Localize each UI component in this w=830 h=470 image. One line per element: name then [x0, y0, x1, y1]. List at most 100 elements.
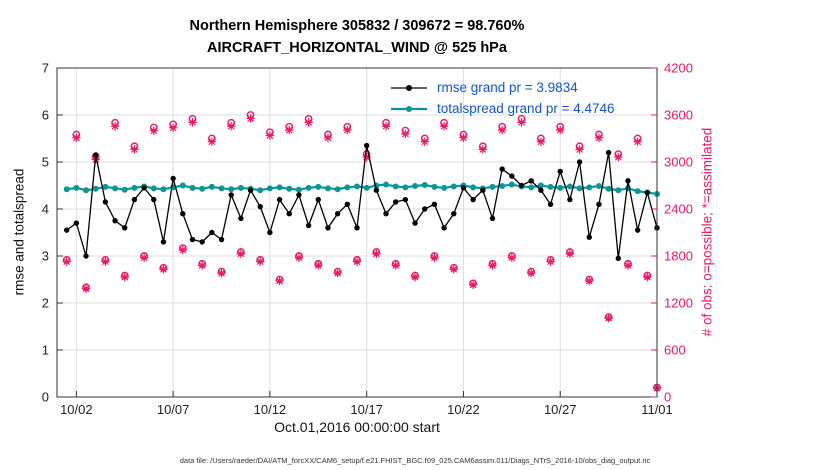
totalspread-marker	[528, 184, 535, 191]
rmse-marker	[180, 211, 186, 217]
obs-assimilated-marker	[207, 137, 217, 146]
rmse-marker	[257, 203, 263, 210]
rmse-marker	[518, 182, 525, 189]
rmse-marker	[199, 239, 205, 245]
rmse-marker	[238, 215, 244, 222]
obs-assimilated-marker	[526, 269, 536, 278]
x-tick-label: 10/17	[350, 402, 383, 417]
obs-assimilated-marker	[139, 253, 149, 262]
totalspread-marker	[383, 181, 390, 188]
obs-assimilated-marker	[401, 129, 410, 139]
rmse-marker	[63, 227, 70, 233]
totalspread-marker	[83, 187, 90, 194]
rmse-marker	[122, 225, 128, 231]
rmse-marker	[102, 199, 109, 205]
x-tick-label: 10/27	[544, 402, 577, 417]
rmse-marker	[228, 192, 234, 198]
totalspread-marker	[586, 184, 593, 191]
totalspread-marker	[179, 182, 186, 189]
rmse-marker	[112, 218, 118, 224]
totalspread-marker	[499, 182, 506, 189]
rmse-marker	[509, 173, 515, 179]
rmse-marker	[441, 225, 447, 231]
obs-assimilated-marker	[449, 265, 458, 274]
rmse-marker	[151, 196, 157, 203]
rmse-marker	[586, 234, 592, 240]
totalspread-marker	[431, 183, 438, 190]
rmse-marker	[276, 196, 283, 203]
obs-assimilated-marker	[256, 257, 265, 266]
obs-assimilated-marker	[265, 131, 275, 140]
obs-assimilated-marker	[488, 261, 497, 270]
totalspread-marker	[150, 185, 157, 192]
totalspread-marker	[73, 184, 80, 191]
rmse-marker	[83, 253, 89, 259]
rmse-marker	[499, 166, 505, 172]
rmse-marker	[344, 201, 351, 207]
rmse-marker	[373, 187, 380, 193]
y-tick-label-left: 4	[42, 202, 49, 217]
y-axis-label-left: rmse and totalspread	[11, 168, 27, 296]
y-tick-label-right: 600	[664, 343, 686, 358]
totalspread-marker	[557, 184, 564, 191]
rmse-marker	[576, 159, 583, 165]
obs-assimilated-marker	[149, 126, 158, 136]
obs-assimilated-marker	[468, 280, 478, 290]
obs-assimilated-marker	[362, 152, 371, 162]
obs-markers	[62, 111, 662, 392]
rmse-marker	[422, 206, 428, 212]
y-tick-label-left: 1	[42, 343, 49, 358]
obs-assimilated-marker	[420, 137, 429, 146]
obs-assimilated-marker	[585, 276, 594, 286]
rmse-marker	[286, 211, 292, 217]
rmse-marker	[547, 201, 554, 207]
totalspread-marker	[334, 186, 341, 193]
totalspread-marker	[160, 186, 167, 193]
rmse-marker	[141, 185, 147, 191]
rmse-marker	[431, 201, 438, 207]
y-tick-label-left: 6	[42, 108, 49, 123]
y-tick-label-right: 0	[664, 390, 671, 405]
totalspread-marker	[595, 182, 602, 189]
totalspread-marker	[208, 183, 215, 190]
obs-assimilated-marker	[604, 313, 613, 323]
obs-assimilated-marker	[226, 122, 236, 131]
y-tick-label-right: 1800	[664, 249, 693, 264]
legend-entry-totalspread: totalspread grand pr = 4.4746	[390, 101, 615, 116]
totalspread-marker	[199, 185, 206, 192]
rmse-series	[63, 142, 660, 262]
plot-box	[56, 67, 658, 398]
rmse-marker	[625, 178, 631, 184]
obs-assimilated-marker	[101, 257, 110, 266]
obs-assimilated-marker	[536, 137, 546, 146]
rmse-marker	[383, 211, 389, 217]
obs-assimilated-marker	[430, 253, 439, 262]
totalspread-marker	[305, 184, 312, 191]
obs-assimilated-marker	[333, 269, 342, 278]
x-axis-label: Oct.01,2016 00:00:00 start	[274, 419, 440, 435]
obs-assimilated-marker	[236, 249, 246, 259]
rmse-marker	[247, 187, 254, 193]
totalspread-marker	[441, 184, 448, 191]
obs-assimilated-marker	[314, 261, 323, 270]
y-axis-label-right: # of obs: o=possible; *=assimilated	[699, 127, 715, 337]
legend-dot	[406, 105, 412, 112]
obs-assimilated-marker	[81, 284, 91, 293]
rmse-marker	[634, 227, 641, 233]
rmse-marker	[402, 196, 409, 203]
y-tick-label-left: 0	[42, 390, 49, 405]
totalspread-marker	[228, 186, 235, 193]
rmse-marker	[267, 229, 273, 236]
totalspread-marker	[566, 183, 573, 190]
totalspread-marker	[218, 185, 225, 192]
x-tick-label: 11/01	[641, 402, 673, 417]
legend: rmse grand pr = 3.9834 totalspread grand…	[390, 80, 615, 116]
obs-assimilated-marker	[72, 133, 81, 143]
obs-assimilated-marker	[643, 272, 652, 282]
y-tick-label-right: 1200	[664, 296, 693, 311]
obs-assimilated-marker	[304, 118, 313, 127]
obs-assimilated-marker	[110, 122, 120, 131]
obs-assimilated-marker	[246, 114, 255, 123]
obs-assimilated-marker	[497, 125, 507, 135]
